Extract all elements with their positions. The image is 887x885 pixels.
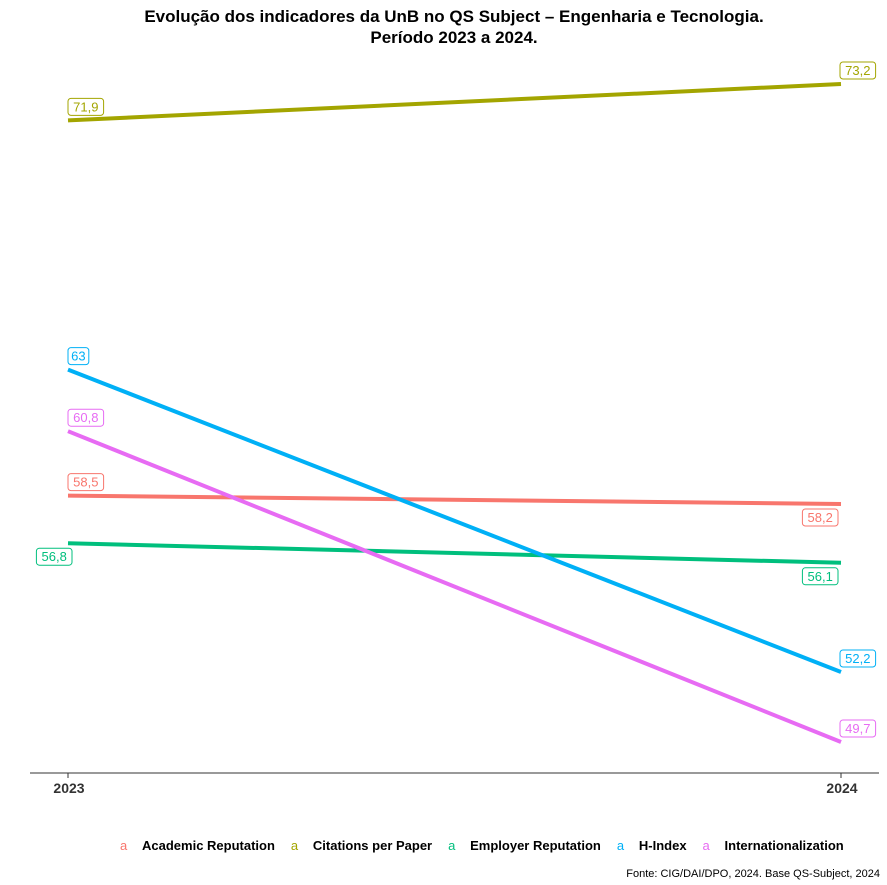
legend-label: H-Index — [639, 838, 687, 853]
data-label-text: 63 — [71, 349, 85, 364]
data-label-text: 58,5 — [73, 475, 98, 490]
data-label-academic-reputation-2024: 58,2 — [801, 508, 839, 527]
data-label-internationalization-2024: 49,7 — [839, 719, 877, 738]
legend-item-h-index: a H-Index — [617, 838, 687, 853]
data-label-internationalization-2023: 60,8 — [67, 408, 105, 427]
chart-title: Evolução dos indicadores da UnB no QS Su… — [144, 7, 763, 26]
data-label-box — [839, 719, 877, 738]
data-label-h-index-2024: 52,2 — [839, 649, 877, 668]
legend-key-glyph: a — [703, 838, 711, 853]
series-line-h-index — [67, 367, 842, 674]
data-label-academic-reputation-2023: 58,5 — [67, 473, 105, 492]
legend-key-glyph: a — [120, 838, 128, 853]
legend-label: Internationalization — [725, 838, 844, 853]
legend-key-glyph: a — [617, 838, 625, 853]
data-label-text: 58,2 — [808, 510, 833, 525]
chart-subtitle: Período 2023 a 2024. — [370, 28, 537, 47]
data-label-text: 52,2 — [845, 651, 870, 666]
data-label-text: 49,7 — [845, 721, 870, 736]
series-line-employer-reputation — [67, 541, 842, 565]
data-label-box — [801, 567, 839, 586]
data-label-box — [67, 97, 105, 116]
data-label-box — [67, 473, 105, 492]
legend-key-glyph: a — [448, 838, 456, 853]
x-tick-label: 2024 — [826, 780, 857, 796]
data-label-text: 60,8 — [73, 410, 98, 425]
legend-label: Citations per Paper — [313, 838, 432, 853]
legend-item-academic-reputation: a Academic Reputation — [120, 838, 275, 853]
data-label-citations-per-paper-2023: 71,9 — [67, 97, 105, 116]
data-label-box — [35, 547, 73, 566]
plot-area: 58,5 58,2 71,9 73,2 56,8 56,1 63 52,2 60,8 49,7 — [35, 61, 877, 744]
data-label-citations-per-paper-2024: 73,2 — [839, 61, 877, 80]
legend-item-employer-reputation: a Employer Reputation — [448, 838, 601, 853]
data-label-text: 73,2 — [845, 63, 870, 78]
data-label-box — [67, 347, 90, 366]
series-line-academic-reputation — [67, 493, 842, 506]
legend-item-citations-per-paper: a Citations per Paper — [291, 838, 432, 853]
x-tick-label: 2023 — [53, 780, 84, 796]
data-label-box — [801, 508, 839, 527]
series-line-internationalization — [67, 429, 842, 744]
data-label-text: 56,1 — [808, 569, 833, 584]
x-axis: 2023 2024 — [30, 772, 879, 796]
legend: a Academic Reputation a Citations per Paper… — [120, 838, 844, 853]
data-label-text: 71,9 — [73, 99, 98, 114]
legend-label: Employer Reputation — [470, 838, 601, 853]
data-label-text: 56,8 — [42, 549, 67, 564]
legend-label: Academic Reputation — [142, 838, 275, 853]
legend-item-internationalization: a Internationalization — [703, 838, 844, 853]
data-label-box — [839, 649, 877, 668]
data-label-employer-reputation-2023: 56,8 — [35, 547, 73, 566]
data-label-box — [67, 408, 105, 427]
data-label-employer-reputation-2024: 56,1 — [801, 567, 839, 586]
chart-caption: Fonte: CIG/DAI/DPO, 2024. Base QS-Subjec… — [626, 868, 880, 880]
legend-key-glyph: a — [291, 838, 299, 853]
data-label-h-index-2023: 63 — [67, 347, 90, 366]
series-line-citations-per-paper — [67, 82, 842, 123]
data-label-box — [839, 61, 877, 80]
